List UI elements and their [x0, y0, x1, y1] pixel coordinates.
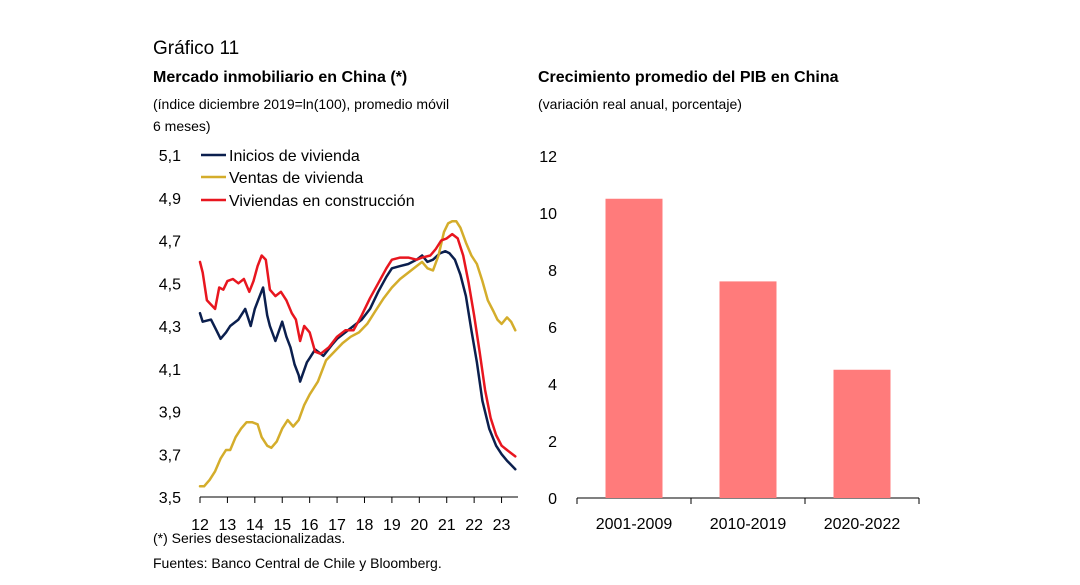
bar-y-tick-label: 8 — [548, 263, 557, 280]
series-line-3 — [198, 232, 517, 458]
legend-label-3: Viviendas en construcción — [229, 193, 415, 210]
x-tick-label: 18 — [356, 517, 374, 534]
footnote: (*) Series desestacionalizadas. — [153, 530, 346, 546]
bar-category-label: 2001-2009 — [596, 516, 673, 533]
bar-y-tick-label: 4 — [548, 377, 557, 394]
x-tick-label: 17 — [328, 517, 346, 534]
left-chart-subtitle-line1: (índice diciembre 2019=ln(100), promedio… — [153, 96, 450, 112]
y-tick-label: 4,9 — [159, 191, 181, 208]
right-chart-title: Crecimiento promedio del PIB en China — [538, 69, 839, 86]
bar-category-label: 2020-2022 — [824, 516, 901, 533]
bar-y-tick-label: 0 — [548, 491, 557, 508]
right-chart-subtitle: (variación real anual, porcentaje) — [538, 96, 742, 112]
left-chart-title: Mercado inmobiliario en China (*) — [153, 69, 408, 86]
x-tick-label: 14 — [246, 517, 264, 534]
bar-y-tick-label: 10 — [539, 206, 557, 223]
bar — [719, 281, 777, 498]
y-tick-label: 5,1 — [159, 148, 181, 165]
series-line-1 — [198, 249, 517, 471]
y-tick-label: 4,1 — [159, 362, 181, 379]
x-tick-label: 13 — [219, 517, 237, 534]
y-tick-label: 3,5 — [159, 490, 181, 507]
x-tick-label: 15 — [273, 517, 291, 534]
y-tick-label: 4,3 — [159, 319, 181, 336]
bar — [605, 198, 663, 498]
y-tick-label: 3,7 — [159, 447, 181, 464]
left-chart-subtitle-line2: 6 meses) — [153, 118, 211, 134]
legend-label-1: Inicios de vivienda — [229, 148, 360, 165]
x-tick-label: 19 — [383, 517, 401, 534]
x-tick-label: 20 — [410, 517, 428, 534]
sources-note: Fuentes: Banco Central de Chile y Bloomb… — [153, 555, 442, 571]
bar-y-tick-label: 2 — [548, 434, 557, 451]
bar-y-tick-label: 6 — [548, 320, 557, 337]
y-tick-label: 3,9 — [159, 405, 181, 422]
legend-label-2: Ventas de vivienda — [229, 170, 363, 187]
y-tick-label: 4,7 — [159, 234, 181, 251]
x-tick-label: 16 — [301, 517, 319, 534]
x-tick-label: 21 — [438, 517, 456, 534]
series-line-2 — [198, 220, 517, 488]
x-tick-label: 22 — [465, 517, 483, 534]
bar-category-label: 2010-2019 — [710, 516, 787, 533]
x-tick-label: 23 — [493, 517, 511, 534]
bar — [833, 369, 891, 498]
x-tick-label: 12 — [191, 517, 209, 534]
y-tick-label: 4,5 — [159, 276, 181, 293]
bar-y-tick-label: 12 — [539, 149, 557, 166]
figure-label: Gráfico 11 — [153, 38, 240, 59]
